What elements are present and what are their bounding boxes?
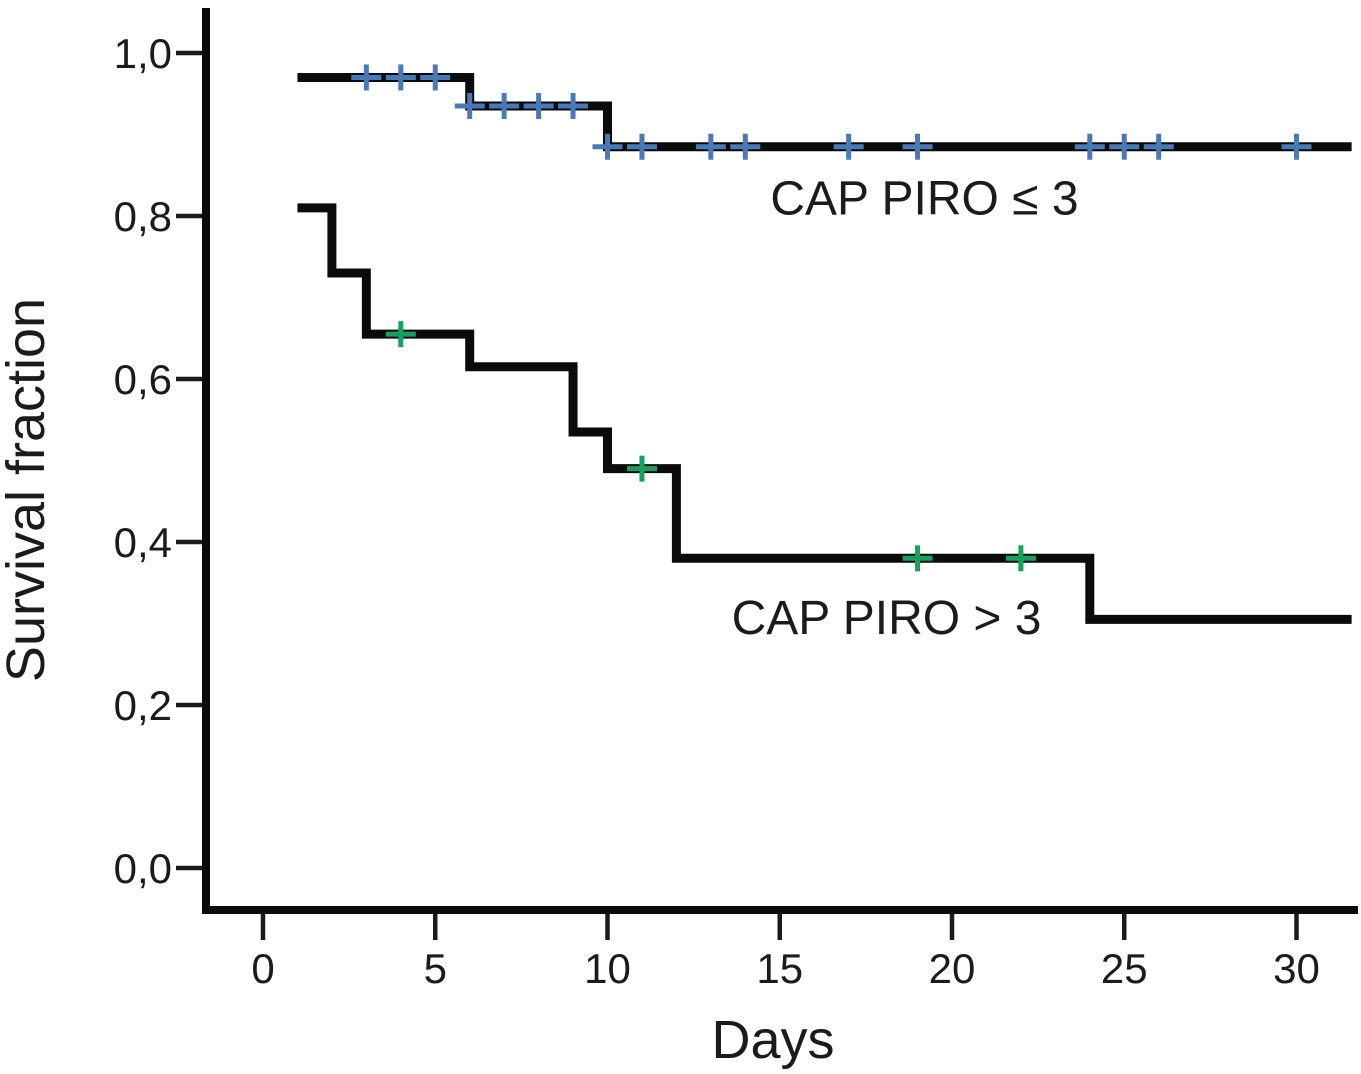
x-tick-label: 30 <box>1273 945 1320 992</box>
series-label-cap-piro-le-3: CAP PIRO ≤ 3 <box>770 172 1078 225</box>
y-tick-label: 0,8 <box>114 193 172 240</box>
x-tick-label: 10 <box>584 945 631 992</box>
censor-mark <box>902 545 933 572</box>
censor-mark <box>489 92 520 119</box>
censor-mark <box>695 133 726 160</box>
x-axis-title: Days <box>711 1010 834 1069</box>
censor-mark <box>730 133 761 160</box>
censor-mark <box>558 92 589 119</box>
censor-mark <box>1074 133 1105 160</box>
censor-mark <box>454 92 485 119</box>
curves-layer <box>297 64 1352 624</box>
y-tick-label: 0,2 <box>114 682 172 729</box>
y-tick-label: 0,6 <box>114 356 172 403</box>
censor-marks-cap-piro-gt-3 <box>385 321 1036 572</box>
x-tick-label: 25 <box>1101 945 1148 992</box>
censor-mark <box>833 133 864 160</box>
censor-mark <box>523 92 554 119</box>
y-tick-label: 0,4 <box>114 519 172 566</box>
y-tick-label: 1,0 <box>114 30 172 77</box>
x-tick-label: 5 <box>424 945 447 992</box>
survival-curve-cap-piro-gt-3 <box>297 203 1352 624</box>
censor-mark <box>626 455 657 482</box>
axes-layer: 0 5 10 15 20 25 30 0,0 0,2 0,4 0,6 0,8 1,0 <box>114 8 1358 992</box>
censor-mark <box>1005 545 1036 572</box>
censor-marks-cap-piro-le-3 <box>351 64 1312 160</box>
x-tick-label: 20 <box>929 945 976 992</box>
x-tick-label: 15 <box>756 945 803 992</box>
y-tick-label: 0,0 <box>114 845 172 892</box>
censor-mark <box>351 64 382 91</box>
censor-mark <box>902 133 933 160</box>
survival-curve-cap-piro-le-3 <box>297 72 1352 152</box>
censor-mark <box>385 64 416 91</box>
x-tick-label: 0 <box>251 945 274 992</box>
censor-mark <box>1109 133 1140 160</box>
censor-mark <box>592 133 623 160</box>
censor-mark <box>385 321 416 348</box>
censor-mark <box>1143 133 1174 160</box>
y-axis-title: Survival fraction <box>0 298 56 682</box>
series-label-cap-piro-gt-3: CAP PIRO > 3 <box>732 592 1042 645</box>
censor-mark <box>1281 133 1312 160</box>
censor-mark <box>626 133 657 160</box>
annotation-layer: Survival fraction Days CAP PIRO ≤ 3 CAP P… <box>0 172 1079 1070</box>
censor-mark <box>420 64 451 91</box>
